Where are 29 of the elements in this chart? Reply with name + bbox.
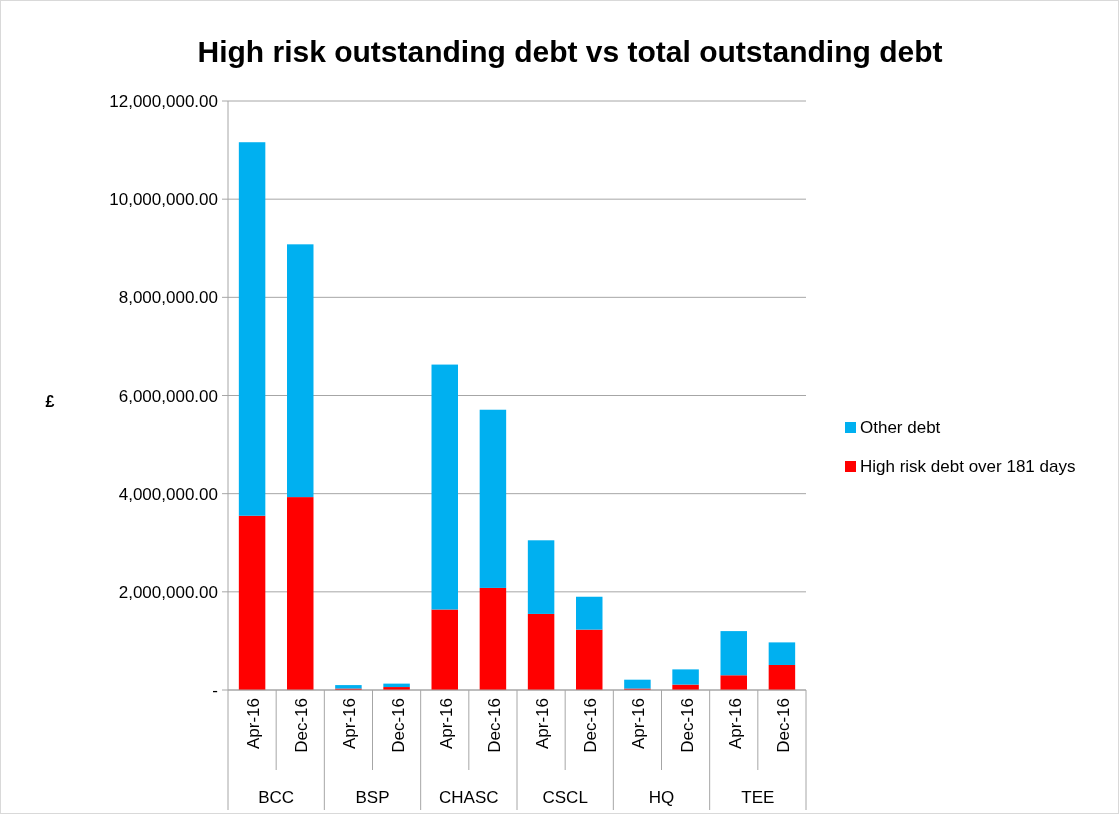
text: CHASC [439,788,499,807]
chart-title: High risk outstanding debt vs total outstanding debt [197,35,943,68]
x-tick-label: Apr-16 [629,698,649,750]
text: TEE [741,788,775,807]
text: BCC [258,788,295,807]
y-tick-label: 12,000,000.00 [109,92,218,111]
x-tick-label: Dec-16 [292,698,312,753]
text: BSP [355,788,390,807]
x-tick-label: Apr-16 [340,698,360,750]
y-tick-label: 10,000,000.00 [109,190,218,210]
y-tick-label: - [212,681,218,700]
x-tick-label: Dec-16 [388,698,408,753]
legend-label: High risk debt over 181 days [860,457,1076,476]
y-axis-title: £ [45,393,55,410]
x-tick-label: Apr-16 [725,698,745,750]
x-tick-label: Apr-16 [244,698,264,750]
x-tick-label: Dec-16 [484,698,504,753]
text: CSCL [542,788,588,807]
x-tick-label: Dec-16 [677,698,697,753]
legend-label: Other debt [860,418,941,437]
y-tick-label: 4,000,000.00 [118,484,218,504]
y-tick-label: 2,000,000.00 [118,582,218,602]
x-tick-label: Apr-16 [436,698,456,750]
y-tick-label: 6,000,000.00 [118,386,218,406]
x-tick-label: Dec-16 [773,698,793,753]
y-tick-label: 8,000,000.00 [118,288,218,308]
x-tick-label: Apr-16 [533,698,553,750]
text: HQ [648,788,675,807]
x-tick-label: Dec-16 [581,698,601,753]
